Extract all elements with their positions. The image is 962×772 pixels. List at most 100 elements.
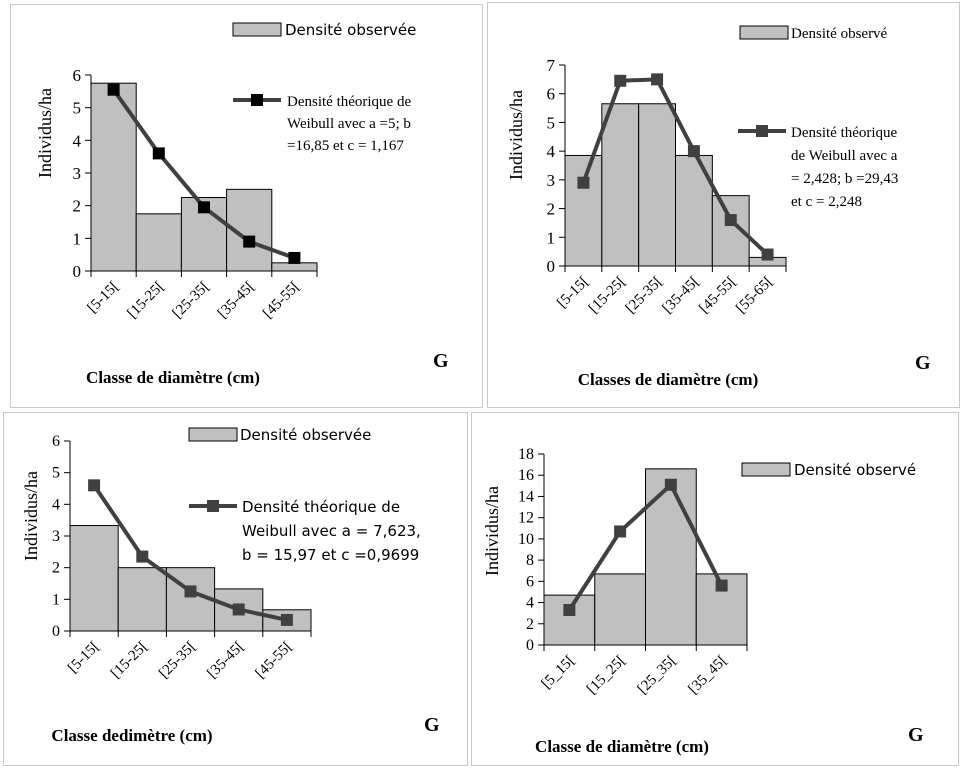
y-tick-label: 4 <box>526 595 534 612</box>
chart-panel-2: 0 1 2 3 4 5 6 7 [5-15[[15-25[[25-35[[35-45[[45-5… <box>487 2 960 408</box>
legend-line-marker <box>207 500 219 512</box>
x-tick-label: [25-35[ <box>156 639 199 682</box>
y-axis-title: Individus/ha <box>21 471 41 561</box>
data-point-marker <box>664 478 677 491</box>
x-axis-title: Classe dedimètre (cm) <box>51 726 212 745</box>
y-tick-label: 5 <box>73 99 82 118</box>
chart-svg-4: 0 2 4 6 8 10 12 14 16 18 [5_15[[15_25[[25_35[[35_4… <box>482 446 924 756</box>
y-tick-label: 0 <box>73 262 82 281</box>
chart-svg-2: 01234567[5-15[[15-25[[25-35[[35-45[[45-5… <box>506 25 931 389</box>
chart-panel-4: 0 2 4 6 8 10 12 14 16 18 [5_15[[15_25[[25_35[[35_4… <box>471 412 959 766</box>
x-tick-label: [15-25[ <box>124 279 167 322</box>
legend-line-label: de Weibull avec a <box>791 148 898 164</box>
data-point-marker <box>184 585 197 598</box>
y-tick-label: 7 <box>547 56 556 75</box>
x-tick-label: [45-55[ <box>260 279 303 322</box>
y-tick-label: 6 <box>547 85 556 104</box>
series-line-weibull <box>581 77 769 256</box>
bar <box>564 154 603 267</box>
legend-bar-swatch <box>232 22 282 37</box>
y-axis-title: Individus/ha <box>35 88 55 178</box>
x-tick-label: [35-45[ <box>204 639 247 682</box>
x-tick-label: [25-35[ <box>170 279 213 322</box>
legend-bar-swatch <box>739 25 789 40</box>
legend-bar-label: Densité observé <box>791 26 888 42</box>
legend-bar-swatch <box>741 462 791 477</box>
data-point-marker <box>88 479 101 492</box>
chart-svg-1: 0 1 2 3 4 5 6 [5-15[[15-25[[25-35[[35-45[[45-55… <box>35 21 449 387</box>
y-tick-label: 3 <box>52 528 60 545</box>
chart-panel-1: 0 1 2 3 4 5 6 [5-15[[15-25[[25-35[[35-45[[45-55… <box>10 4 483 408</box>
y-tick-label: 4 <box>52 496 60 513</box>
y-tick-label: 6 <box>52 433 60 450</box>
chart-svg-3: 0 1 2 3 4 5 6 [5-15[[15-25[[25-35[[35-45[[45-55… <box>21 426 440 745</box>
legend-bar-label: Densité observé <box>794 461 916 479</box>
legend-line-label: et c = 2,248 <box>791 194 862 210</box>
bar <box>135 213 182 272</box>
y-tick-label: 1 <box>52 591 60 608</box>
bar <box>601 103 640 267</box>
y-tick-label: 6 <box>526 573 534 590</box>
y-tick-label: 3 <box>547 171 556 190</box>
bar <box>271 262 318 272</box>
bar <box>117 567 167 632</box>
y-tick-label: 8 <box>526 552 534 569</box>
y-tick-label: 3 <box>73 164 82 183</box>
legend-bar-swatch <box>188 427 238 442</box>
x-tick-label: [5-15[ <box>65 639 103 677</box>
y-tick-label: 5 <box>547 113 556 132</box>
x-tick-label: [25-35[ <box>623 274 666 317</box>
data-point-marker <box>715 579 728 592</box>
legend-line-label: Densité théorique <box>791 125 898 141</box>
bar <box>638 103 677 267</box>
data-point-marker <box>614 74 627 87</box>
legend-line-label: Weibull avec a = 7,623, <box>242 522 421 540</box>
chart-panel-3: 0 1 2 3 4 5 6 [5-15[[15-25[[25-35[[35-45[[45-55… <box>3 412 468 766</box>
legend-bar-label: Densité observée <box>285 21 416 39</box>
y-tick-label: 2 <box>547 200 556 219</box>
y-tick-label: 0 <box>547 257 556 276</box>
y-tick-label: 10 <box>518 531 534 548</box>
bar <box>69 525 119 632</box>
data-point-marker <box>198 201 210 214</box>
y-tick-label: 2 <box>73 197 82 216</box>
y-tick-label: 18 <box>518 446 534 463</box>
data-point-marker <box>651 73 664 86</box>
x-axis-title: Classes de diamètre (cm) <box>578 370 759 389</box>
x-tick-label: [15-25[ <box>586 274 629 317</box>
panel-letter: G <box>424 714 440 736</box>
data-point-marker <box>614 525 627 538</box>
y-axis-title: Individus/ha <box>482 486 502 576</box>
data-point-marker <box>136 550 149 563</box>
panel-letter: G <box>433 350 449 372</box>
x-tick-label: [25_35[ <box>635 653 680 698</box>
y-tick-label: 5 <box>52 465 60 482</box>
data-point-marker <box>563 603 576 616</box>
data-point-marker <box>687 145 700 158</box>
panel-letter: G <box>915 352 931 374</box>
x-tick-label: [45-55[ <box>253 639 296 682</box>
legend-line-label: = 2,428; b =29,43 <box>791 171 898 187</box>
legend-line-label: Densité théorique de <box>242 498 400 516</box>
y-axis-title: Individus/ha <box>506 90 526 180</box>
bar <box>543 594 596 646</box>
x-axis-title: Classe de diamètre (cm) <box>86 368 260 387</box>
y-tick-label: 6 <box>73 66 82 85</box>
x-tick-label: [15-25[ <box>108 639 151 682</box>
x-tick-label: [45-55[ <box>696 274 739 317</box>
x-tick-label: [35-45[ <box>660 274 703 317</box>
data-point-marker <box>107 83 120 96</box>
x-tick-label: [55-65[ <box>733 274 776 317</box>
data-point-marker <box>577 176 590 189</box>
y-tick-label: 2 <box>526 616 534 633</box>
y-tick-label: 16 <box>518 467 534 484</box>
bar <box>594 573 646 646</box>
y-tick-label: 2 <box>52 560 60 577</box>
y-tick-label: 0 <box>526 637 534 654</box>
bar <box>645 468 697 646</box>
legend-line-label: Densité théorique de <box>287 94 411 110</box>
y-tick-label: 4 <box>73 131 82 150</box>
bar <box>226 188 273 272</box>
panel-letter: G <box>908 724 924 746</box>
